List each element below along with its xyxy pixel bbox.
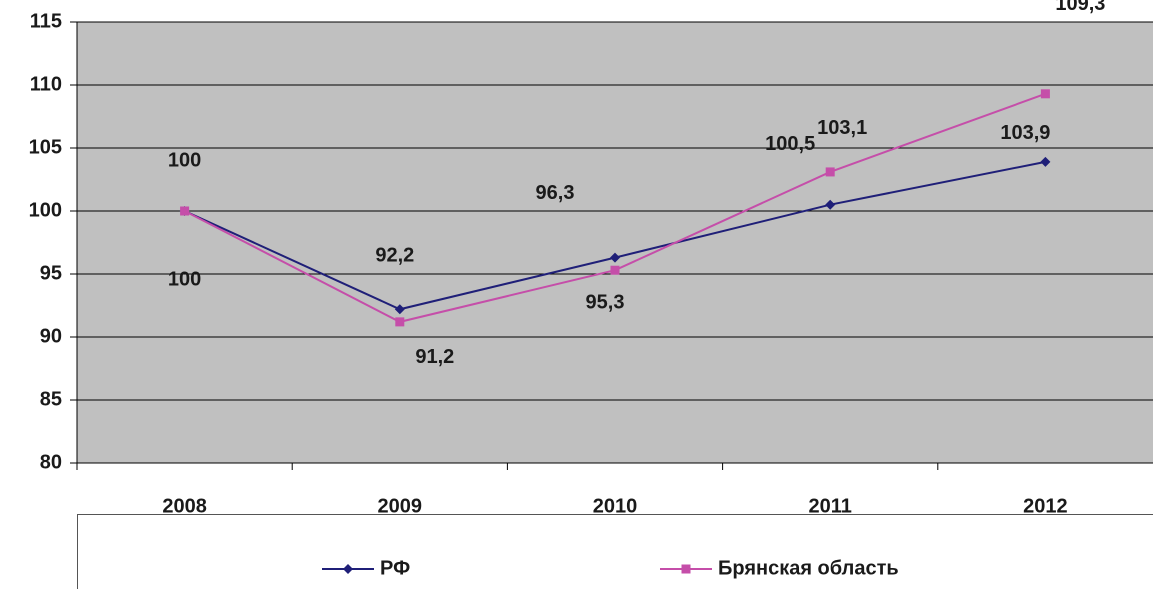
point <box>1040 156 1051 167</box>
legend-marker <box>681 564 691 574</box>
x-tick-label: 2011 <box>809 495 852 517</box>
y-tick-label: 100 <box>29 199 62 221</box>
data-label: 109,3 <box>1055 0 1105 15</box>
x-tick-label: 2010 <box>593 495 638 517</box>
point <box>1040 89 1050 99</box>
x-tick-label: 2009 <box>378 495 423 517</box>
x-tick-label: 2008 <box>162 495 207 517</box>
legend-marker <box>343 564 353 574</box>
data-label: 100,5 <box>765 133 815 155</box>
point <box>825 199 836 210</box>
data-label: 103,1 <box>817 117 867 139</box>
y-tick-label: 110 <box>30 73 62 95</box>
x-tick-label: 2012 <box>1023 495 1068 517</box>
legend-label: Брянская область <box>718 557 899 579</box>
y-tick-label: 90 <box>40 325 62 347</box>
legend-box <box>77 514 1153 589</box>
data-label: 100 <box>168 149 201 171</box>
legend-label: РФ <box>380 557 410 579</box>
y-tick-label: 95 <box>40 262 62 284</box>
point <box>394 304 405 315</box>
plot-area <box>77 22 1153 463</box>
point <box>180 206 190 216</box>
point <box>825 167 835 177</box>
y-tick-label: 105 <box>29 136 62 158</box>
data-label: 103,9 <box>1000 122 1050 144</box>
y-tick-label: 85 <box>40 388 62 410</box>
point <box>395 317 405 327</box>
data-label: 100 <box>168 268 201 290</box>
data-label: 91,2 <box>415 346 454 368</box>
y-tick-label: 80 <box>40 451 62 473</box>
data-label: 96,3 <box>536 182 575 204</box>
y-tick-label: 115 <box>30 10 62 32</box>
point <box>610 265 620 275</box>
point <box>610 252 620 263</box>
data-label: 92,2 <box>375 245 414 267</box>
data-label: 95,3 <box>586 292 625 314</box>
